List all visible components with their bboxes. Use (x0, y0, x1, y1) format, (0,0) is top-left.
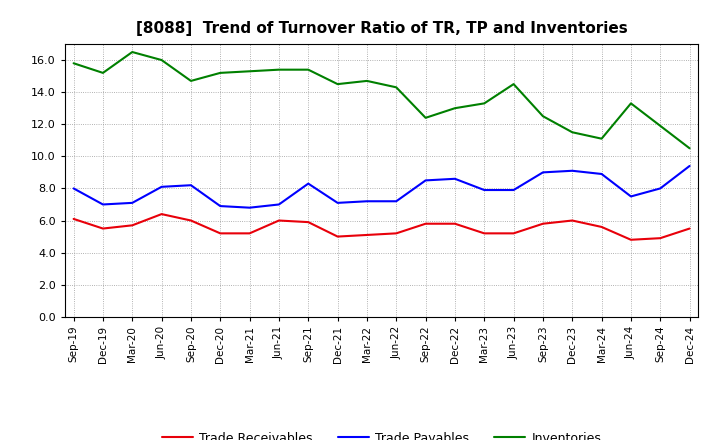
Inventories (598, 136, 606, 141)
Trade Receivables (509, 231, 518, 236)
Trade Payables (128, 200, 137, 205)
Inventories (333, 81, 342, 87)
Trade Receivables (216, 231, 225, 236)
Trade Receivables (392, 231, 400, 236)
Inventories (274, 67, 283, 72)
Inventories (451, 106, 459, 111)
Inventories (392, 84, 400, 90)
Trade Receivables (69, 216, 78, 222)
Inventories (128, 49, 137, 55)
Trade Receivables (451, 221, 459, 226)
Inventories (539, 114, 547, 119)
Inventories (363, 78, 372, 84)
Inventories (509, 81, 518, 87)
Trade Payables (186, 183, 195, 188)
Inventories (568, 130, 577, 135)
Trade Receivables (333, 234, 342, 239)
Trade Payables (216, 203, 225, 209)
Inventories (421, 115, 430, 121)
Trade Receivables (656, 235, 665, 241)
Trade Payables (451, 176, 459, 181)
Trade Payables (304, 181, 312, 186)
Trade Payables (157, 184, 166, 190)
Trade Payables (363, 198, 372, 204)
Inventories (216, 70, 225, 76)
Trade Receivables (363, 232, 372, 238)
Trade Receivables (685, 226, 694, 231)
Inventories (186, 78, 195, 84)
Trade Receivables (274, 218, 283, 223)
Trade Payables (69, 186, 78, 191)
Inventories (99, 70, 107, 76)
Trade Receivables (186, 218, 195, 223)
Trade Payables (626, 194, 635, 199)
Inventories (246, 69, 254, 74)
Trade Payables (598, 171, 606, 176)
Inventories (480, 101, 489, 106)
Trade Payables (274, 202, 283, 207)
Trade Receivables (246, 231, 254, 236)
Trade Receivables (598, 224, 606, 230)
Trade Receivables (128, 223, 137, 228)
Trade Receivables (626, 237, 635, 242)
Line: Trade Payables: Trade Payables (73, 166, 690, 208)
Trade Payables (392, 198, 400, 204)
Trade Payables (539, 170, 547, 175)
Trade Payables (421, 178, 430, 183)
Trade Payables (568, 168, 577, 173)
Inventories (656, 123, 665, 128)
Legend: Trade Receivables, Trade Payables, Inventories: Trade Receivables, Trade Payables, Inven… (157, 427, 606, 440)
Trade Payables (480, 187, 489, 193)
Inventories (304, 67, 312, 72)
Trade Receivables (304, 220, 312, 225)
Trade Receivables (99, 226, 107, 231)
Line: Trade Receivables: Trade Receivables (73, 214, 690, 240)
Inventories (69, 61, 78, 66)
Trade Payables (333, 200, 342, 205)
Title: [8088]  Trend of Turnover Ratio of TR, TP and Inventories: [8088] Trend of Turnover Ratio of TR, TP… (136, 21, 627, 36)
Trade Payables (656, 186, 665, 191)
Trade Payables (99, 202, 107, 207)
Trade Payables (685, 163, 694, 169)
Inventories (157, 57, 166, 62)
Line: Inventories: Inventories (73, 52, 690, 148)
Trade Receivables (568, 218, 577, 223)
Trade Payables (509, 187, 518, 193)
Trade Receivables (539, 221, 547, 226)
Trade Receivables (157, 212, 166, 217)
Trade Payables (246, 205, 254, 210)
Inventories (626, 101, 635, 106)
Trade Receivables (480, 231, 489, 236)
Trade Receivables (421, 221, 430, 226)
Inventories (685, 146, 694, 151)
